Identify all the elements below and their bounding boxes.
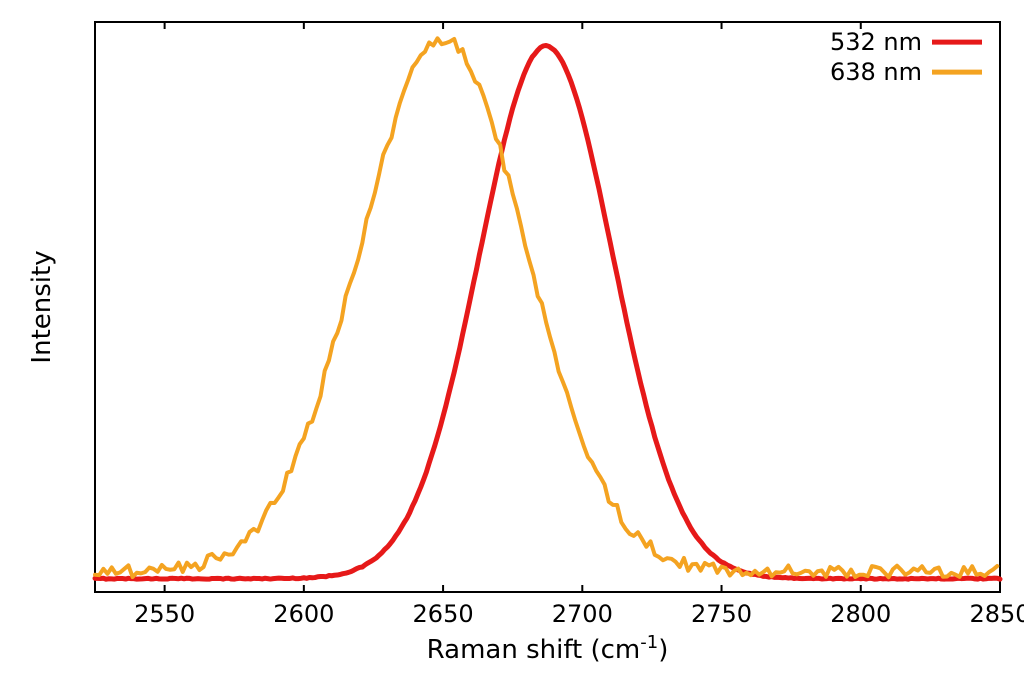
- y-axis-label: Intensity: [27, 250, 57, 363]
- x-axis-label: Raman shift (cm-1): [427, 632, 669, 665]
- series-532nm: [95, 45, 1000, 579]
- x-tick-label: 2550: [134, 600, 195, 628]
- x-tick-label: 2700: [552, 600, 613, 628]
- x-tick-label: 2800: [830, 600, 891, 628]
- x-tick-label: 2850: [969, 600, 1024, 628]
- series-638nm: [95, 38, 997, 577]
- x-tick-label: 2650: [413, 600, 474, 628]
- legend: 532 nm638 nm: [830, 28, 982, 86]
- x-tick-label: 2750: [691, 600, 752, 628]
- raman-chart: 2550 2600 2650 2700 2750 2800 2850 Raman shift…: [0, 0, 1024, 683]
- legend-label-0: 532 nm: [830, 28, 922, 56]
- x-tick-label: 2600: [273, 600, 334, 628]
- chart-container: 2550 2600 2650 2700 2750 2800 2850 Raman shift…: [0, 0, 1024, 683]
- plot-border: [95, 22, 1000, 592]
- legend-label-1: 638 nm: [830, 58, 922, 86]
